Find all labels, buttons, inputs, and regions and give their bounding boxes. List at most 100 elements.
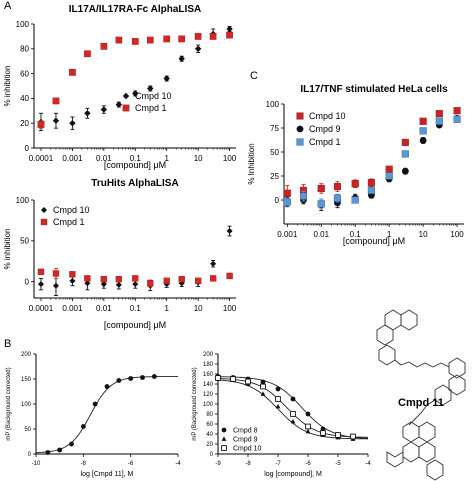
x-tick-label: 10 (194, 304, 203, 313)
data-point (209, 33, 217, 40)
data-point (147, 280, 154, 287)
data-point (115, 36, 123, 44)
y-tick-label: 160 (203, 372, 214, 378)
data-point (115, 101, 123, 108)
x-tick-label: 0.001 (277, 230, 298, 239)
legend-label: Cmpd 1 (309, 137, 341, 147)
y-tick-label: 100 (16, 196, 30, 205)
legend-marker (40, 218, 48, 226)
y-tick-label: 75 (270, 124, 279, 133)
data-point (317, 200, 325, 208)
y-tick-label: 50 (24, 427, 31, 433)
y-tick-label: 60 (20, 69, 29, 78)
data-point (305, 411, 311, 417)
y-tick-label: 60 (206, 422, 213, 428)
data-point (104, 384, 110, 389)
panel-letter-b: B (4, 338, 12, 350)
x-tick-label: 0.1 (130, 304, 142, 313)
data-point (245, 378, 251, 385)
y-axis-label: % inhibition (3, 66, 12, 107)
data-point (69, 120, 76, 127)
data-point (163, 35, 171, 43)
x-axis-label: [compound] μM (104, 160, 166, 170)
data-point (132, 275, 139, 282)
data-point (84, 275, 91, 282)
legend-label: Cmpd 10 (135, 91, 172, 101)
chart-b1: 0 50 100 150 200 -10 -8 -6 -4 log [Cmpd 11], M mP … (6, 352, 181, 478)
data-point (52, 97, 60, 105)
data-point (299, 192, 308, 200)
data-point (260, 383, 266, 390)
panel-letter-a: A (4, 0, 12, 12)
data-point (69, 441, 74, 447)
data-point (194, 45, 202, 52)
x-tick-label: -4 (175, 461, 181, 467)
data-point (140, 375, 145, 380)
x-tick-label: 0.01 (96, 304, 112, 313)
x-tick-label: -10 (32, 461, 41, 467)
x-tick-label: 0.0001 (29, 154, 54, 163)
data-point (226, 25, 233, 33)
y-tick-label: 0 (25, 144, 30, 153)
x-tick-label: 0.001 (62, 154, 83, 163)
y-tick-label: 200 (21, 352, 32, 358)
x-tick-label: 0.01 (313, 230, 329, 239)
data-point (401, 167, 409, 175)
x-tick-label: 1 (164, 154, 169, 163)
y-tick-label: 100 (203, 402, 214, 408)
legend-marker (221, 427, 227, 433)
y-tick-label: 100 (16, 20, 30, 29)
y-tick-label: 80 (20, 45, 29, 54)
data-point (52, 117, 60, 124)
y-tick-label: 180 (203, 362, 214, 368)
data-point (178, 55, 185, 62)
data-point (419, 137, 427, 144)
data-point (226, 272, 233, 280)
y-tick-label: 80 (206, 412, 213, 418)
data-point (84, 280, 91, 287)
data-point (305, 423, 311, 430)
legend-marker (296, 112, 304, 120)
data-point (367, 186, 375, 194)
data-point (69, 69, 76, 76)
series-1 (37, 268, 233, 288)
series-2 (283, 115, 461, 210)
data-point (178, 276, 185, 283)
legend-label: Cmpd 10 (309, 111, 346, 121)
chart-title: IL17A/IL17RA-Fc AlphaLISA (69, 4, 201, 15)
legend-marker (296, 125, 304, 133)
data-point (351, 180, 359, 188)
data-point (305, 428, 311, 434)
data-point (37, 268, 45, 276)
data-point (52, 282, 59, 289)
data-point (401, 138, 409, 146)
data-point (37, 281, 44, 288)
series-1 (37, 31, 233, 129)
y-tick-label: 20 (20, 119, 29, 128)
x-tick-label: -8 (81, 461, 87, 467)
legend-label: Cmpd 1 (135, 103, 167, 113)
x-tick-label: 100 (223, 154, 237, 163)
y-tick-label: 140 (203, 382, 214, 388)
y-tick-label: 0 (210, 452, 214, 458)
data-point (333, 183, 341, 191)
data-point (131, 38, 139, 45)
data-point (275, 396, 281, 402)
data-point (350, 433, 356, 440)
chart-a2: TruHits AlphaLISA 0 50 100 0.0001 0.001 0.01 0.… (3, 178, 237, 330)
data-point (283, 189, 291, 197)
structure-label: Cmpd 11 (398, 397, 444, 409)
y-tick-label: 20 (206, 442, 213, 448)
chart-title: IL17/TNF stimulated HeLa cells (300, 84, 448, 95)
legend-marker (221, 436, 227, 441)
y-tick-label: 40 (20, 94, 29, 103)
data-point (178, 280, 185, 287)
y-tick-label: 50 (20, 237, 29, 246)
legend-marker (221, 445, 227, 451)
data-point (210, 260, 217, 267)
y-tick-label: 50 (270, 148, 279, 157)
chart-b2: 0 20 40 60 80 100 120 140 160 180 200 -9 -8 -7 -6 -5 -4 l… (192, 352, 371, 478)
data-point (178, 35, 186, 43)
y-tick-label: 200 (203, 352, 214, 358)
data-point (115, 281, 122, 288)
